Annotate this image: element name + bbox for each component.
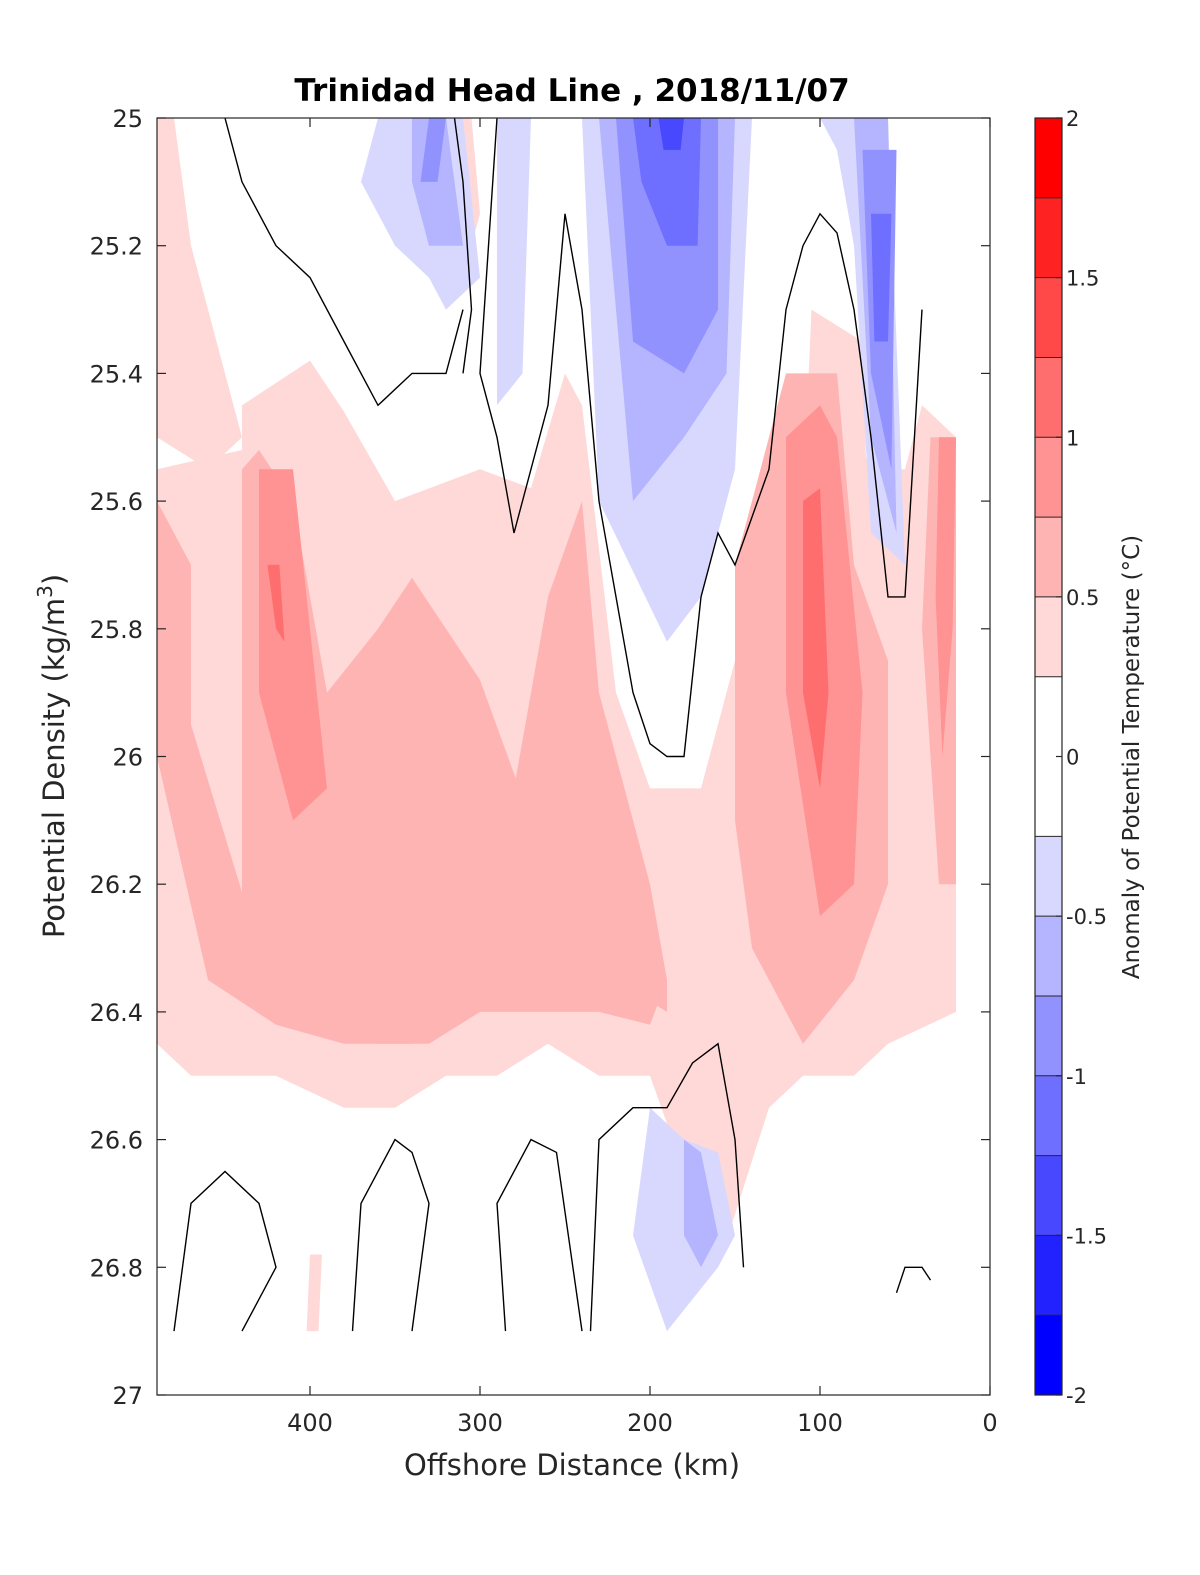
anomaly-region-22 (684, 1139, 718, 1268)
anomaly-region-13 (803, 488, 829, 789)
y-tick-label: 25.6 (90, 488, 143, 516)
anomaly-region-26 (633, 118, 701, 246)
chart-title: Trinidad Head Line , 2018/11/07 (294, 73, 849, 109)
x-tick-label: 0 (982, 1409, 997, 1437)
y-tick-label: 25 (112, 105, 143, 133)
y-tick-label: 26 (112, 744, 143, 772)
colorbar-segment (1035, 1155, 1062, 1236)
colorbar-tick-label: -1.5 (1066, 1224, 1107, 1248)
colorbar-segment (1035, 1315, 1062, 1395)
zero-contour-line-6 (496, 1138, 583, 1332)
zero-contour-line-7 (589, 1042, 745, 1332)
colorbar-segment (1035, 437, 1062, 518)
colorbar-segment (1035, 197, 1062, 278)
colorbar-segment (1035, 517, 1062, 597)
anomaly-region-28 (658, 118, 684, 150)
x-axis-label: Offshore Distance (km) (404, 1448, 740, 1482)
anomaly-region-9 (259, 469, 327, 821)
colorbar-segment (1035, 118, 1062, 198)
colorbar-label: Anomaly of Potential Temperature (°C) (1119, 535, 1145, 979)
colorbar-segment (1035, 1075, 1062, 1156)
colorbar-segment (1035, 836, 1062, 917)
zero-contour-line-2 (479, 118, 702, 758)
x-tick-label: 200 (627, 1409, 673, 1437)
colorbar-tick-label: -1 (1066, 1065, 1087, 1089)
anomaly-region-12 (267, 564, 285, 642)
colorbar-tick-label: 0 (1066, 746, 1079, 770)
y-tick-label: 25.8 (90, 616, 143, 644)
y-axis-label-main: Potential Density (kg/m (37, 598, 71, 938)
anomaly-region-15 (497, 118, 531, 406)
zero-contour-line-3 (700, 212, 923, 598)
y-tick-label: 25.2 (90, 233, 143, 261)
colorbar-tick-label: 0.5 (1066, 586, 1099, 610)
zero-contour-layer (173, 118, 932, 1332)
y-tick-label: 26.6 (90, 1127, 143, 1155)
colorbar: 2 1.5 1 0.5 0 -0.5 -1 -1.5 -2 (1034, 107, 1107, 1408)
x-tick-label: 300 (457, 1409, 503, 1437)
contour-fill-layer (157, 118, 956, 1332)
zero-contour-line-0 (224, 118, 464, 407)
colorbar-tick-label: -0.5 (1066, 905, 1107, 929)
y-axis-label: Potential Density (kg/m3) (33, 574, 71, 938)
colorbar-segment (1035, 916, 1062, 996)
zero-contour-line-8 (895, 1266, 932, 1294)
y-axis-label-end: ) (37, 574, 71, 585)
y-tick-label: 26.4 (90, 999, 143, 1027)
zero-contour-line-1 (453, 118, 473, 374)
colorbar-tick-label: 1.5 (1066, 267, 1099, 291)
colorbar-segment (1035, 277, 1062, 358)
colorbar-segment (1035, 1235, 1062, 1316)
anomaly-region-4 (306, 1254, 322, 1332)
y-tick-label: 26.8 (90, 1254, 143, 1282)
axis-ticks: 400 300 200 100 0 25 25.2 25.4 25.6 25.8 26 26.2 26.… (90, 105, 998, 1437)
anomaly-region-6 (242, 450, 667, 1044)
colorbar-tick-label: 2 (1066, 107, 1079, 131)
anomaly-region-1 (157, 118, 242, 470)
colorbar-segment (1035, 596, 1062, 677)
anomaly-region-11 (935, 437, 956, 757)
zero-contour-line-4 (173, 1170, 277, 1332)
anomaly-region-23 (420, 118, 446, 182)
x-tick-label: 100 (797, 1409, 843, 1437)
anomaly-region-27 (871, 213, 892, 342)
y-tick-label: 27 (112, 1382, 143, 1410)
colorbar-segment (1035, 357, 1062, 438)
y-axis-label-superscript: 3 (33, 585, 57, 598)
colorbar-tick-label: 1 (1066, 426, 1079, 450)
zero-contour-line-5 (351, 1138, 430, 1332)
y-tick-label: 26.2 (90, 871, 143, 899)
colorbar-tick-label: -2 (1066, 1384, 1087, 1408)
y-tick-label: 25.4 (90, 360, 143, 388)
x-tick-label: 400 (287, 1409, 333, 1437)
colorbar-segment (1035, 995, 1062, 1076)
